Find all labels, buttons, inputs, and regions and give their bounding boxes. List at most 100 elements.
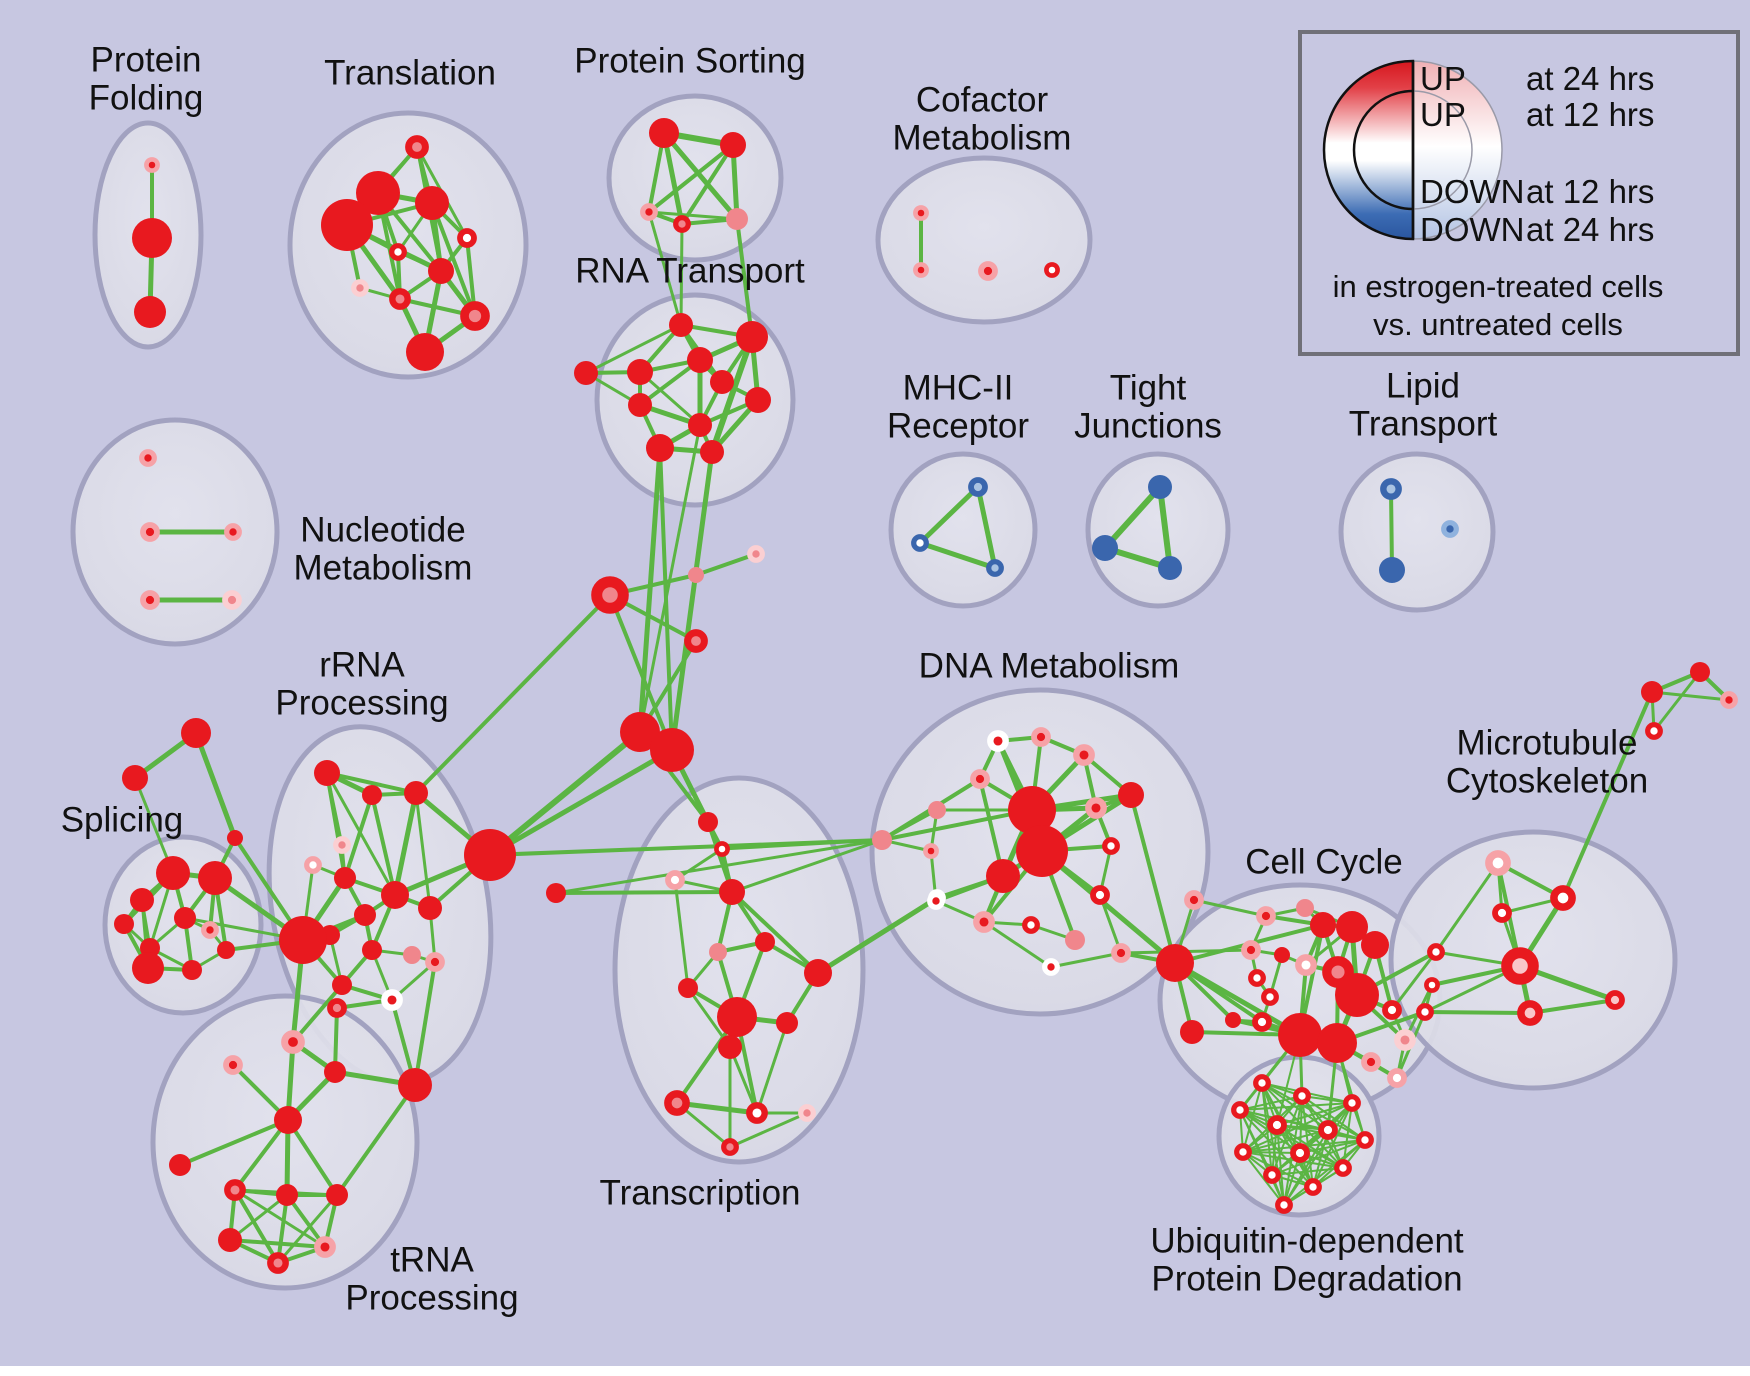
network-node[interactable]	[1073, 744, 1095, 766]
network-node[interactable]	[279, 916, 327, 964]
network-node[interactable]	[646, 434, 674, 462]
network-node[interactable]	[688, 413, 712, 437]
network-node[interactable]	[1148, 475, 1172, 499]
network-node[interactable]	[274, 1106, 302, 1134]
network-node[interactable]	[276, 1184, 298, 1206]
network-node[interactable]	[1605, 990, 1625, 1010]
network-node[interactable]	[114, 914, 134, 934]
network-node[interactable]	[1380, 478, 1402, 500]
network-node[interactable]	[418, 896, 442, 920]
network-node[interactable]	[1335, 973, 1379, 1017]
network-node[interactable]	[698, 812, 718, 832]
network-node[interactable]	[1387, 1068, 1407, 1088]
network-node[interactable]	[333, 836, 351, 854]
network-node[interactable]	[281, 1030, 305, 1054]
network-node[interactable]	[1090, 885, 1110, 905]
network-node[interactable]	[1424, 977, 1440, 993]
network-node[interactable]	[804, 959, 832, 987]
network-node[interactable]	[1441, 520, 1459, 538]
network-node[interactable]	[140, 590, 160, 610]
network-node[interactable]	[1361, 1052, 1381, 1072]
network-node[interactable]	[1318, 1120, 1338, 1140]
network-node[interactable]	[327, 998, 347, 1018]
network-node[interactable]	[1231, 1101, 1249, 1119]
network-node[interactable]	[927, 892, 945, 910]
network-node[interactable]	[640, 203, 658, 221]
network-node[interactable]	[1336, 911, 1368, 943]
network-node[interactable]	[1044, 262, 1060, 278]
network-node[interactable]	[314, 760, 340, 786]
network-node[interactable]	[973, 911, 995, 933]
network-node[interactable]	[1427, 943, 1445, 961]
network-node[interactable]	[224, 1179, 246, 1201]
network-node[interactable]	[1356, 1131, 1374, 1149]
network-node[interactable]	[1343, 1094, 1361, 1112]
network-node[interactable]	[649, 118, 679, 148]
network-node[interactable]	[720, 132, 746, 158]
network-node[interactable]	[460, 301, 490, 331]
network-node[interactable]	[405, 135, 429, 159]
network-node[interactable]	[1334, 1159, 1352, 1177]
network-node[interactable]	[664, 1090, 690, 1116]
network-node[interactable]	[1296, 899, 1314, 917]
network-node[interactable]	[1085, 797, 1107, 819]
network-node[interactable]	[198, 861, 232, 895]
network-node[interactable]	[798, 1104, 816, 1122]
network-node[interactable]	[911, 534, 929, 552]
network-node[interactable]	[665, 870, 685, 890]
network-node[interactable]	[1248, 969, 1266, 987]
network-node[interactable]	[1394, 1029, 1416, 1051]
network-node[interactable]	[324, 1061, 346, 1083]
network-node[interactable]	[351, 279, 369, 297]
network-node[interactable]	[217, 941, 235, 959]
network-node[interactable]	[169, 1154, 191, 1176]
network-node[interactable]	[669, 313, 693, 337]
network-node[interactable]	[1102, 837, 1120, 855]
network-node[interactable]	[181, 718, 211, 748]
network-node[interactable]	[688, 567, 704, 583]
network-node[interactable]	[678, 978, 698, 998]
network-node[interactable]	[1379, 557, 1405, 583]
network-node[interactable]	[1550, 885, 1576, 911]
network-node[interactable]	[1690, 662, 1710, 682]
network-node[interactable]	[628, 393, 652, 417]
network-node[interactable]	[1382, 1000, 1402, 1020]
network-node[interactable]	[140, 522, 160, 542]
network-node[interactable]	[1256, 906, 1276, 926]
network-node[interactable]	[362, 940, 382, 960]
network-node[interactable]	[1180, 1020, 1204, 1044]
network-node[interactable]	[747, 545, 765, 563]
network-node[interactable]	[334, 867, 356, 889]
network-node[interactable]	[986, 859, 1020, 893]
network-node[interactable]	[1310, 912, 1336, 938]
network-node[interactable]	[389, 288, 411, 310]
network-node[interactable]	[717, 997, 757, 1037]
network-node[interactable]	[389, 243, 407, 261]
network-node[interactable]	[267, 1252, 289, 1274]
network-node[interactable]	[913, 205, 929, 221]
network-node[interactable]	[1645, 722, 1663, 740]
network-node[interactable]	[1416, 1003, 1434, 1021]
network-node[interactable]	[913, 262, 929, 278]
network-node[interactable]	[415, 186, 449, 220]
network-node[interactable]	[356, 171, 400, 215]
network-node[interactable]	[332, 975, 352, 995]
network-node[interactable]	[132, 952, 164, 984]
network-node[interactable]	[223, 1055, 243, 1075]
network-node[interactable]	[122, 765, 148, 791]
network-node[interactable]	[719, 879, 745, 905]
network-node[interactable]	[650, 728, 694, 772]
network-node[interactable]	[710, 370, 734, 394]
network-node[interactable]	[1111, 943, 1131, 963]
network-node[interactable]	[227, 830, 243, 846]
network-node[interactable]	[1241, 940, 1261, 960]
network-node[interactable]	[968, 477, 988, 497]
network-node[interactable]	[1253, 1074, 1271, 1092]
network-node[interactable]	[425, 952, 445, 972]
network-node[interactable]	[201, 921, 219, 939]
network-node[interactable]	[1263, 1166, 1281, 1184]
network-node[interactable]	[1295, 954, 1317, 976]
network-node[interactable]	[1158, 556, 1182, 580]
network-node[interactable]	[1274, 947, 1290, 963]
network-node[interactable]	[684, 629, 708, 653]
